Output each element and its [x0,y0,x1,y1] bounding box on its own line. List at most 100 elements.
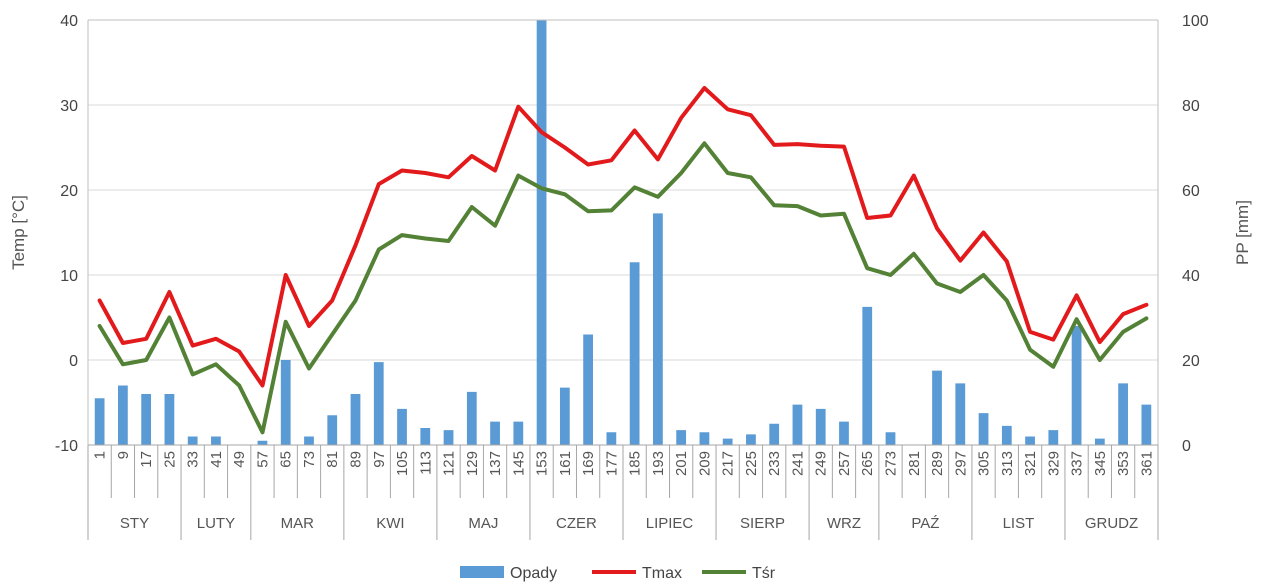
x-tick-label-161: 161 [557,451,574,476]
x-tick-label-185: 185 [627,451,644,476]
bar-opady-137 [490,421,500,445]
x-tick-label-97: 97 [371,451,388,468]
bar-opady-241 [792,404,803,445]
x-tick-label-249: 249 [813,451,830,476]
bar-opady-169 [583,334,593,445]
x-tick-label-25: 25 [161,451,178,468]
x-tick-label-33: 33 [185,451,202,468]
x-tick-label-177: 177 [603,451,620,476]
month-label: CZER [556,515,597,532]
bar-opady-17 [141,394,152,445]
x-tick-label-57: 57 [255,451,272,468]
y-right-tick-label: 40 [1182,268,1200,285]
bar-opady-161 [559,387,570,445]
gridlines [88,19,1158,361]
x-tick-label-305: 305 [976,451,993,476]
y-left-tick-label: 20 [60,183,78,200]
x-tick-label-313: 313 [999,451,1016,476]
bar-opady-57 [257,440,268,445]
y-left-tick-label: 0 [69,353,78,370]
bar-opady-193 [653,213,663,445]
x-tick-label-41: 41 [208,451,225,468]
x-tick-label-73: 73 [301,451,318,468]
month-label: MAJ [468,515,498,532]
month-label: PAŹ [911,515,939,532]
bar-opady-25 [164,394,175,445]
month-label: KWI [376,515,404,532]
bar-opady-345 [1094,438,1105,445]
y-right-tick-label: 60 [1182,183,1200,200]
month-label: LIST [1003,515,1035,532]
bar-opady-257 [839,421,849,445]
x-tick-label-329: 329 [1045,451,1062,476]
bar-opady-9 [118,385,128,445]
x-tick-label-321: 321 [1022,451,1039,476]
y-right-tick-label: 20 [1182,353,1200,370]
x-tick-label-145: 145 [510,451,527,476]
y-right-tick-label: 0 [1182,438,1191,455]
y-left-tick-label: 30 [60,98,78,115]
x-tick-label-225: 225 [743,451,760,476]
bar-opady-121 [443,430,454,445]
series-line-tsr [97,141,1149,435]
x-tick-label-273: 273 [883,451,900,476]
legend-swatch-opady [460,566,504,578]
legend-label-opady: Opady [510,565,557,582]
x-tick-label-209: 209 [696,451,713,476]
x-tick-label-153: 153 [534,451,551,476]
x-tick-label-353: 353 [1115,451,1132,476]
x-tick-label-81: 81 [324,451,341,468]
month-label: LIPIEC [646,515,694,532]
bar-opady-33 [187,436,198,445]
bar-opady-321 [1025,436,1035,445]
month-label: GRUDZ [1085,515,1138,532]
bar-opady-217 [722,438,733,445]
x-tick-label-345: 345 [1092,451,1109,476]
legend-label-tsr: Tśr [752,565,776,582]
x-tick-label-297: 297 [952,451,969,476]
bar-opady-185 [629,262,640,445]
x-tick-label-169: 169 [580,451,597,476]
x-tick-label-281: 281 [906,451,923,476]
bar-opady-129 [466,391,477,445]
bar-opady-201 [676,430,687,445]
bar-opady-97 [373,362,384,445]
lines [97,86,1149,435]
x-tick-label-129: 129 [464,451,481,476]
bar-opady-89 [350,394,361,445]
x-tick-label-257: 257 [836,451,853,476]
x-tick-label-201: 201 [673,451,690,476]
bar-opady-305 [978,413,989,445]
bar-opady-289 [932,370,942,445]
y-right-tick-label: 100 [1182,13,1209,30]
bar-opady-41 [211,436,221,445]
bar-opady-105 [397,408,407,445]
y-left-tick-label: -10 [55,438,78,455]
x-tick-label-361: 361 [1138,451,1155,476]
x-tick-label-337: 337 [1069,451,1086,476]
x-tick-label-233: 233 [766,451,783,476]
x-tick-label-105: 105 [394,451,411,476]
bar-opady-73 [304,436,314,445]
axes: -10 0 10 20 30 40 0 20 40 60 80 100 Temp [°C] PP [mm]… [9,13,1252,540]
bars-opady [94,20,1152,445]
x-tick-label-65: 65 [278,451,295,468]
bar-opady-361 [1141,404,1152,445]
bar-opady-297 [955,383,966,445]
x-tick-label-121: 121 [441,451,458,476]
x-tick-label-9: 9 [115,451,132,459]
y-left-tick-label: 10 [60,268,78,285]
series-line-tmax [97,86,1149,388]
bar-opady-329 [1048,430,1059,445]
bar-opady-1 [94,398,105,445]
legend: Opady Tmax Tśr [460,565,776,582]
bar-opady-233 [769,423,780,445]
bar-opady-81 [327,415,338,445]
y-left-tick-label: 40 [60,13,78,30]
x-tick-label-89: 89 [348,451,365,468]
x-tick-label-113: 113 [417,451,434,475]
x-tick-label-137: 137 [487,451,504,476]
x-tick-label-193: 193 [650,451,667,476]
x-tick-label-265: 265 [859,451,876,476]
